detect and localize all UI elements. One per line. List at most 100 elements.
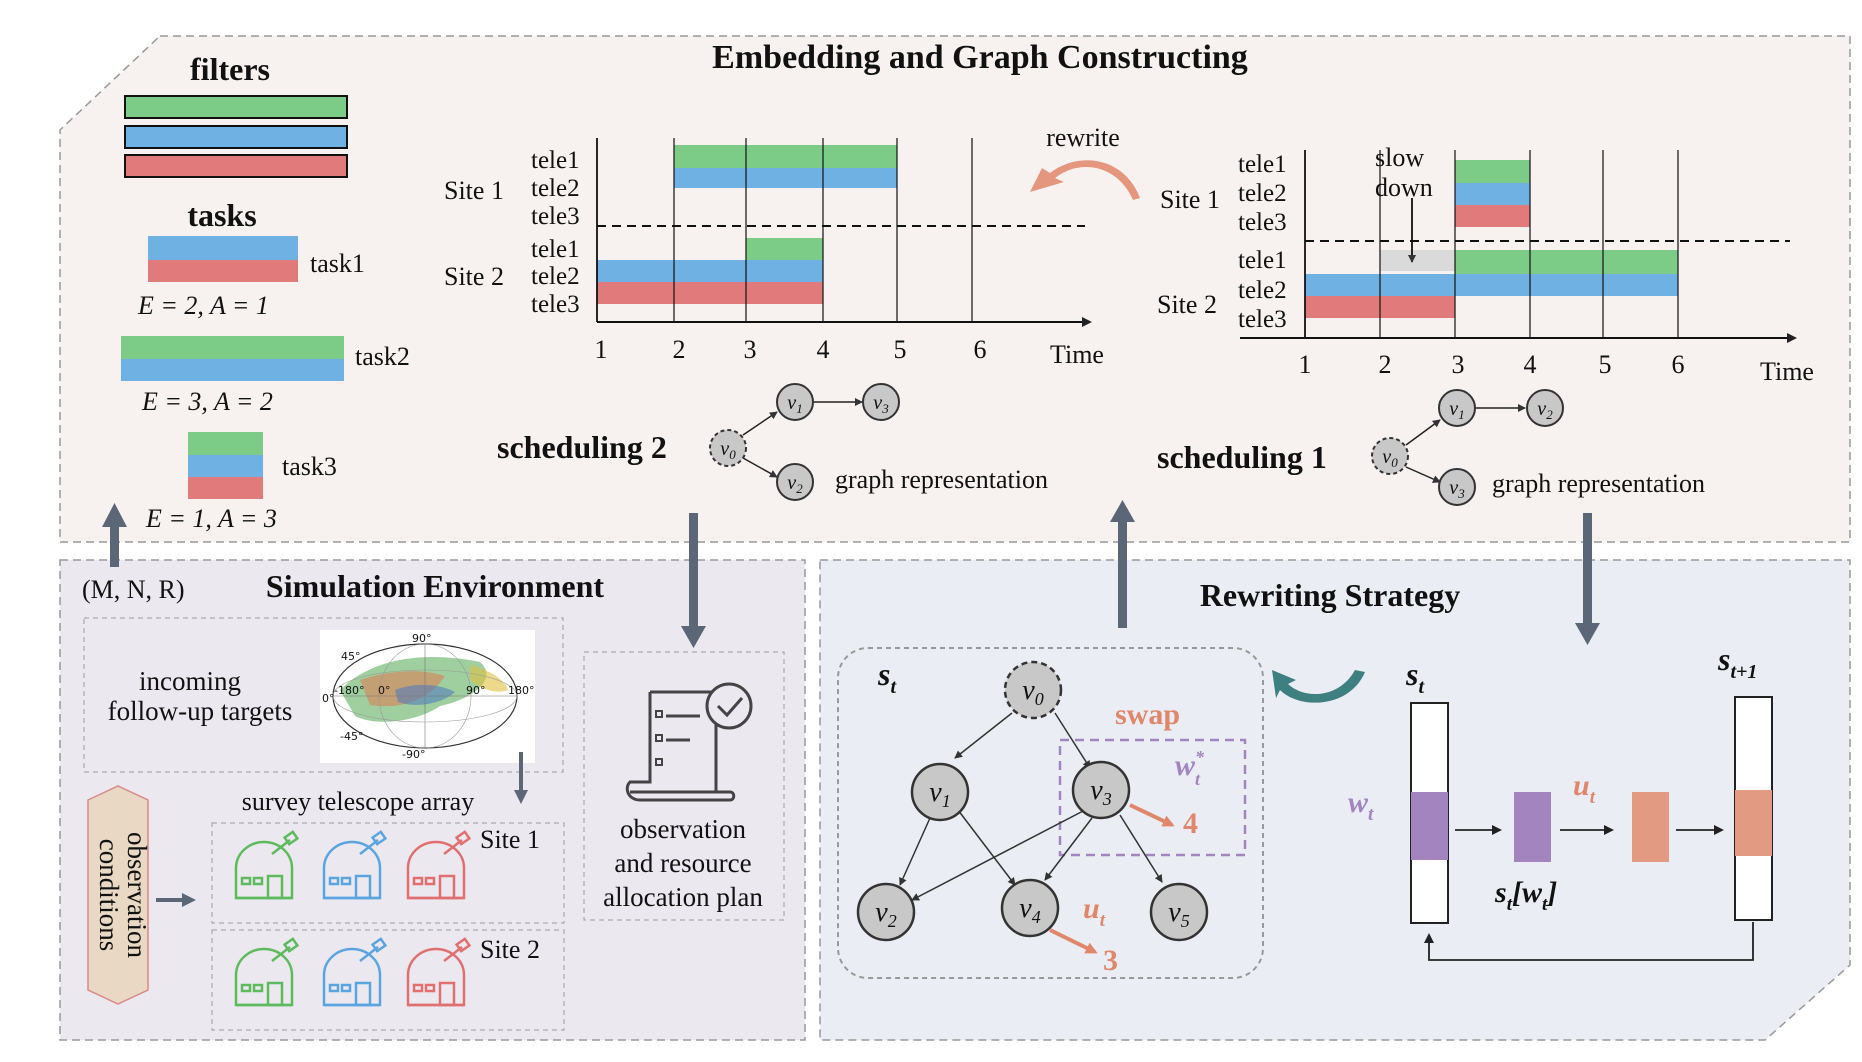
task1-formula: E = 2, A = 1	[137, 291, 269, 320]
task1-blue	[148, 236, 298, 260]
plan-document-icon	[625, 682, 753, 802]
graph-scheduling-2: v0 v1 v3 v2	[709, 383, 900, 501]
state-st: st	[877, 656, 897, 698]
chart1-tele3-b: tele3	[1238, 306, 1287, 333]
telescope-icon	[406, 830, 472, 900]
st-wt-block	[1514, 792, 1551, 862]
followup-label: follow-up targets	[108, 696, 293, 726]
rw-node-v0	[1003, 660, 1063, 720]
task3-formula: E = 1, A = 3	[145, 504, 277, 533]
map-label-90e: 90°	[466, 684, 486, 697]
graph-state-box	[837, 647, 1264, 979]
array-label: survey telescope array	[242, 787, 474, 816]
s1-node-v2	[1526, 389, 1564, 427]
task2-blue	[121, 359, 344, 381]
site1-box	[211, 822, 565, 924]
chart1-tick-4: 4	[1524, 350, 1537, 379]
rewriting-panel	[819, 559, 1851, 1041]
task3-label: task3	[282, 452, 337, 481]
wt-label: wt	[1348, 786, 1374, 825]
site2-box	[211, 929, 565, 1031]
loop-back-arrow	[1424, 922, 1754, 961]
simulation-title: Simulation Environment	[266, 568, 604, 604]
plan-label-2: and resource	[614, 848, 751, 878]
ut-label: ut	[1573, 769, 1596, 808]
vector-st1-slot	[1735, 790, 1772, 856]
tasks-label: tasks	[187, 197, 256, 233]
chart2-tick-6: 6	[974, 335, 987, 364]
s2-node-v2	[776, 463, 814, 501]
wt-star-label: w* t	[1175, 747, 1205, 789]
incoming-box	[83, 617, 564, 773]
chart2-tick-3: 3	[744, 335, 757, 364]
feedback-arrow	[1272, 670, 1365, 703]
flow-arrows	[102, 500, 1600, 648]
plan-box	[583, 651, 785, 921]
graph-repr-1: graph representation	[1492, 469, 1705, 498]
s1-node-v3	[1438, 468, 1476, 506]
graph-repr-2: graph representation	[835, 465, 1048, 494]
chart1-tick-1: 1	[1299, 350, 1312, 379]
rewrite-graph: v0 v1 v3 v2 v4 v5	[856, 660, 1209, 954]
s1-node-v0	[1371, 437, 1409, 475]
telescope-icon	[322, 937, 388, 1007]
chart2-tele3-a: tele3	[531, 203, 580, 230]
array-site1: Site 1	[480, 825, 540, 854]
chart2-tick-1: 1	[595, 335, 608, 364]
chart1-bar-blue-bottom	[1305, 274, 1678, 296]
chart1-site1: Site 1	[1160, 185, 1220, 214]
chart2-site2: Site 2	[444, 262, 504, 291]
rw-node-v1	[910, 762, 970, 822]
obs-cond-2: conditions	[94, 839, 124, 952]
scheduling-1-label: scheduling 1	[1157, 439, 1327, 475]
chart1-tick-6: 6	[1672, 350, 1685, 379]
chart1-tele2-a: tele2	[1238, 180, 1287, 207]
map-label-0-center: 0°	[378, 684, 391, 697]
s2-node-v1	[776, 383, 814, 421]
vector-st1-label: st+1	[1717, 641, 1757, 683]
chart2-tick-4: 4	[817, 335, 830, 364]
rewriting-title: Rewriting Strategy	[1200, 577, 1460, 613]
rw-node-v3	[1071, 760, 1131, 820]
map-label-90s: -90°	[402, 748, 425, 761]
schedule-chart-1: slow down Site 1 Site 2 tele1 tele2 tele…	[1157, 143, 1814, 386]
map-label-90n: 90°	[412, 632, 432, 645]
ut-block	[1632, 792, 1669, 862]
chart2-site1: Site 1	[444, 176, 504, 205]
task1-red	[148, 260, 298, 282]
swap-box	[1058, 738, 1247, 857]
rewrite-label: rewrite	[1046, 123, 1120, 152]
observation-conditions-box	[87, 785, 149, 1005]
vector-st-label: st	[1405, 656, 1425, 698]
chart1-tele2-b: tele2	[1238, 277, 1287, 304]
chart1-tick-3: 3	[1452, 350, 1465, 379]
chart1-tele3-a: tele3	[1238, 209, 1287, 236]
chart2-tele3-b: tele3	[531, 291, 580, 318]
top-title: Embedding and Graph Constructing	[712, 39, 1248, 76]
filter-red	[124, 154, 348, 178]
chart1-bar-green-top	[1455, 160, 1530, 183]
map-label-0-left: 0°	[322, 692, 335, 705]
map-label-45s: -45°	[340, 730, 363, 743]
filter-blue	[124, 125, 348, 149]
s2-node-v0	[709, 429, 747, 467]
top-panel	[59, 35, 1851, 543]
task1-label: task1	[310, 249, 365, 278]
scheduling-2-label: scheduling 2	[497, 429, 667, 465]
schedule-chart-2: Site 1 Site 2 tele1 tele2 tele3 tele1 te…	[444, 138, 1104, 369]
swap-label: swap	[1115, 698, 1180, 731]
slow-label: slow	[1375, 143, 1424, 172]
s1-node-v1	[1438, 389, 1476, 427]
telescope-icon	[322, 830, 388, 900]
task2-label: task2	[355, 342, 410, 371]
chart2-bar-green-bottom	[746, 238, 823, 260]
chart1-bar-green-bottom	[1455, 250, 1678, 274]
down-label: down	[1375, 173, 1433, 202]
vector-st-slot	[1411, 792, 1448, 860]
telescope-icon	[234, 830, 300, 900]
task3-green	[188, 432, 263, 455]
rw-node-v4	[1000, 878, 1060, 938]
filters-label: filters	[190, 51, 270, 87]
